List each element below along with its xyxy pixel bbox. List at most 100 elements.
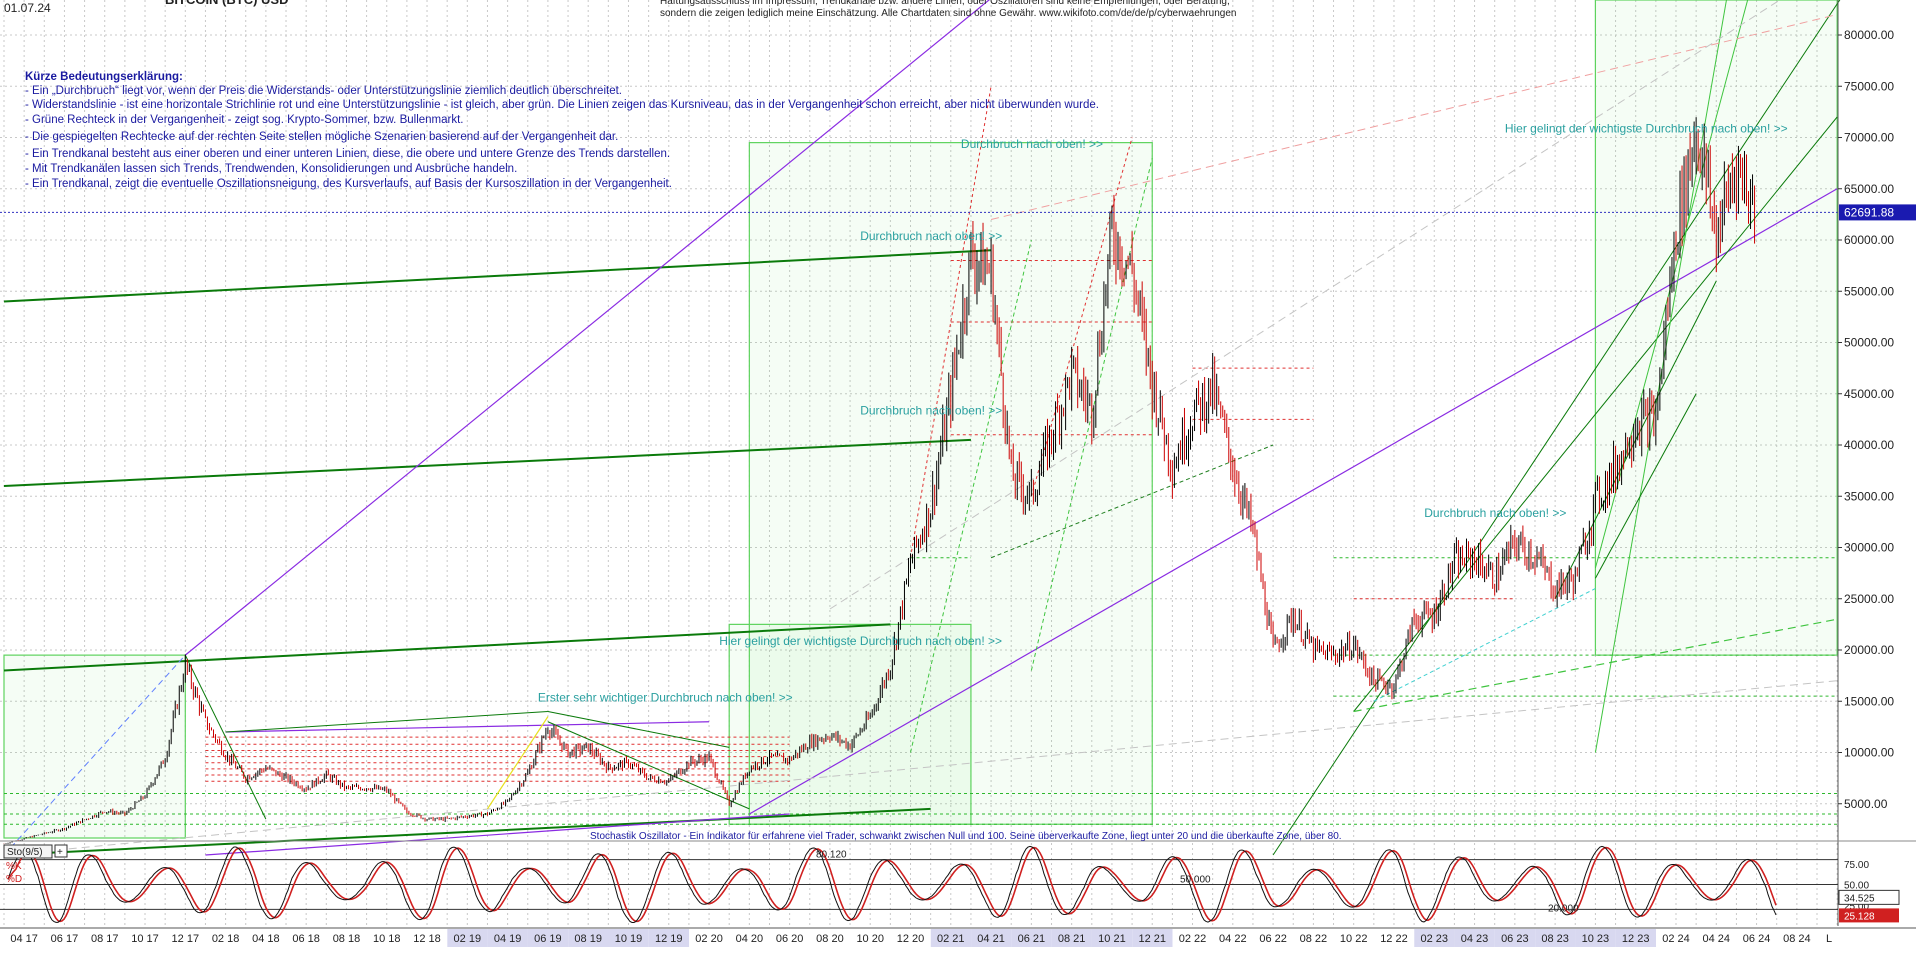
purple-trend-lower [749,188,1838,815]
x-tick-label: 10 17 [131,933,159,945]
x-tick-label: 02 19 [454,933,482,945]
x-tick-label: 12 19 [655,933,683,945]
x-tick-label: 04 22 [1219,933,1247,945]
y-tick-label: 60000.00 [1844,233,1894,247]
osc-k-marker [1838,889,1900,905]
x-tick-label: 10 21 [1098,933,1126,945]
y-tick-label: 25000.00 [1844,592,1894,606]
x-tick-label: 06 17 [51,933,79,945]
green-fan-b [1594,393,1697,579]
green-drop-line [184,654,267,820]
legend-line: - Ein Trendkanal, zeigt die eventuelle O… [25,178,672,190]
stochastic-d-line [7,846,1777,923]
breakout-annotation: Hier gelingt der wichtigste Durchbruch n… [719,634,1002,648]
x-tick-label: 06 23 [1501,933,1529,945]
gray-dashed-upper [829,0,1781,610]
long-term-channel-upper [3,249,992,303]
green-wedge-top [547,711,730,748]
x-tick-label: 02 24 [1662,933,1690,945]
y-tick-label: 20000.00 [1844,643,1894,657]
x-tick-label: 06 18 [292,933,320,945]
breakout-annotation: Hier gelingt der wichtigste Durchbruch n… [1505,121,1788,135]
y-tick-label: 15000.00 [1844,694,1894,708]
x-year-band [608,929,649,947]
bull-market-rect [728,623,972,825]
x-year-band [648,929,690,947]
disclaimer-line-2: sondern die zeigen lediglich meine Einsc… [660,8,1236,19]
x-tick-label: 10 19 [615,933,643,945]
x-year-band [930,929,972,947]
x-tick-label: 06 19 [534,933,562,945]
osc-label-box[interactable] [3,844,53,859]
x-year-band [1454,929,1495,947]
x-axis-end-label: L [1826,933,1832,945]
x-tick-label: 04 19 [494,933,522,945]
legend-line: - Mit Trendkanälen lassen sich Trends, T… [25,163,517,175]
y-tick-label: 55000.00 [1844,284,1894,298]
y-tick-label: 40000.00 [1844,438,1894,452]
plus-icon: + [57,847,63,858]
x-year-band [1051,929,1092,947]
x-tick-label: 02 18 [212,933,240,945]
osc-level-high-label: 80.120 [816,850,847,861]
x-tick-label: 12 21 [1138,933,1166,945]
x-tick-label: 04 18 [252,933,280,945]
green-wedge-bottom [547,721,750,810]
green-dashed-support [1353,618,1838,713]
x-year-band [568,929,609,947]
x-tick-label: 02 22 [1179,933,1207,945]
legend-line: - Grüne Rechteck in der Vergangenheit - … [25,114,463,126]
bull-market-rect [748,142,1153,825]
x-tick-label: 02 23 [1420,933,1448,945]
x-tick-label: 08 19 [574,933,602,945]
x-year-band [1414,929,1455,947]
yellow-rise [486,716,549,810]
x-year-band [1535,929,1576,947]
x-tick-label: 02 21 [937,933,965,945]
current-price-label: 62691.88 [1844,205,1894,219]
x-tick-label: 04 17 [10,933,38,945]
purple-channel-top [225,721,710,733]
x-tick-label: 08 24 [1783,933,1811,945]
y-tick-label: 70000.00 [1844,131,1894,145]
legend-line: - Widerstandslinie - ist eine horizontal… [25,99,1099,111]
osc-axis-label: 50.00 [1844,881,1869,892]
x-year-band [487,929,528,947]
long-term-channel-lower [3,623,891,672]
red-dotted-rise-2 [1030,137,1133,497]
x-tick-label: 12 20 [897,933,925,945]
y-tick-label: 75000.00 [1844,79,1894,93]
x-tick-label: 10 23 [1582,933,1610,945]
green-dotted-steep-2 [1030,157,1153,671]
x-tick-label: 12 17 [172,933,200,945]
breakout-annotation: Durchbruch nach oben! >> [860,403,1002,417]
green-dotted-steep-1 [910,239,1032,753]
x-tick-label: 08 17 [91,933,119,945]
chart-date: 01.07.24 [4,1,51,15]
x-tick-label: 06 24 [1743,933,1771,945]
bull-market-rect [3,654,186,839]
y-tick-label: 30000.00 [1844,541,1894,555]
legend-line: - Ein „Durchbruch“ liegt vor, wenn der P… [25,85,622,97]
osc-d-label: %D [6,874,22,885]
green-flat-line [225,711,548,733]
osc-label[interactable]: Sto(9/5) [7,847,43,858]
x-tick-label: 04 23 [1461,933,1489,945]
breakout-annotation: Durchbruch nach oben! >> [1424,506,1566,520]
osc-k-label: %K [6,861,22,872]
x-year-band [1132,929,1173,947]
osc-d-value: 25.128 [1844,911,1875,922]
x-year-band [1091,929,1133,947]
y-tick-label: 35000.00 [1844,489,1894,503]
x-tick-label: 10 22 [1340,933,1368,945]
osc-d-marker [1839,908,1899,923]
osc-level-mid-label: 50.000 [1180,875,1211,886]
osc-expand-button[interactable] [54,844,68,858]
legend-line: - Die gespiegelten Rechtecke auf der rec… [25,131,618,143]
y-tick-label: 65000.00 [1844,182,1894,196]
x-tick-label: 12 18 [413,933,441,945]
y-tick-label: 80000.00 [1844,28,1894,42]
osc-k-value: 34.525 [1844,893,1875,904]
osc-level-low-label: 20.000 [1548,903,1579,914]
